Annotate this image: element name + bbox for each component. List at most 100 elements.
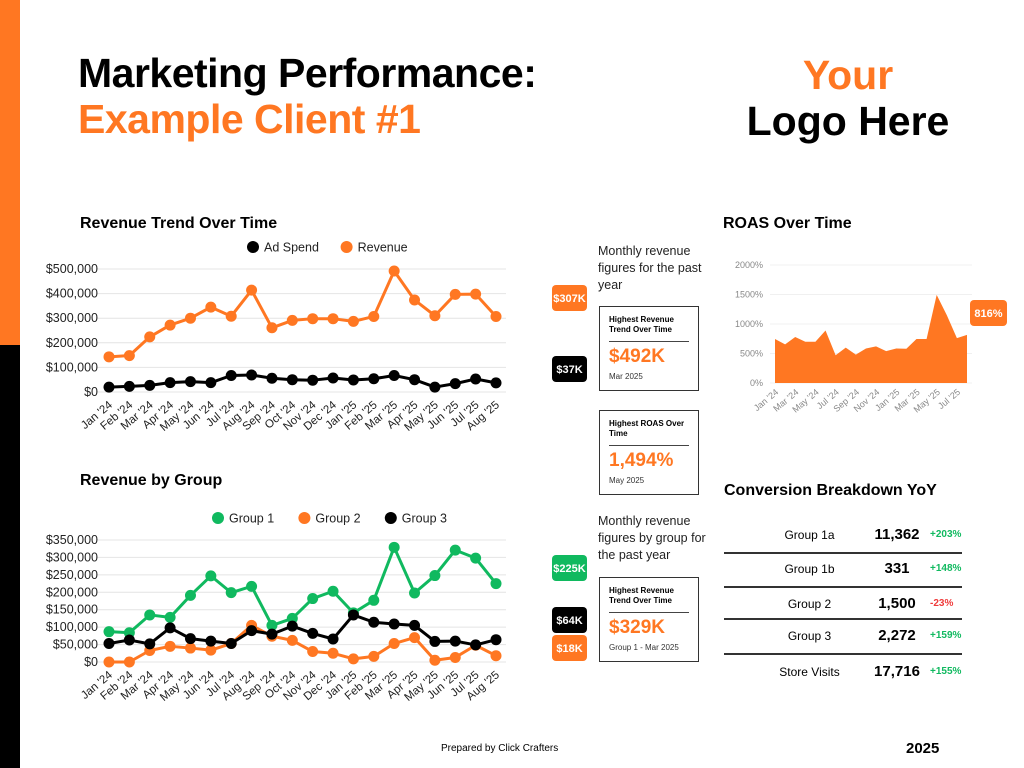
data-point [429, 570, 441, 582]
end-value-label: 816% [974, 308, 1002, 320]
data-point [307, 627, 319, 639]
y-tick-label: $100,000 [46, 360, 98, 374]
row-divider [724, 653, 962, 655]
data-point [286, 612, 298, 624]
data-point [388, 618, 400, 630]
data-point [164, 377, 176, 389]
row-value: 11,362 [874, 526, 920, 543]
data-point [266, 628, 278, 640]
data-point [368, 594, 380, 606]
data-point [368, 373, 380, 385]
page-subtitle: Example Client #1 [78, 96, 421, 142]
data-point [246, 625, 258, 637]
y-tick-label: $250,000 [46, 568, 98, 582]
data-point [144, 331, 156, 343]
y-tick-label: $200,000 [46, 585, 98, 599]
row-label: Group 2 [787, 597, 832, 611]
legend-marker [384, 512, 397, 524]
data-point [164, 611, 176, 623]
data-point [388, 265, 400, 277]
data-point [429, 310, 441, 322]
data-point [205, 644, 217, 656]
data-point [144, 638, 156, 650]
data-point [246, 369, 258, 381]
data-point [347, 315, 359, 327]
data-point [184, 376, 196, 388]
data-point [123, 350, 135, 362]
data-point [164, 319, 176, 331]
row-value: 1,500 [878, 595, 916, 612]
group-note: Monthly revenue figures by group for the… [598, 514, 706, 562]
data-point [103, 626, 115, 638]
data-point [449, 378, 461, 390]
highest-roas-box: Highest ROAS Over Time 1,494% May 2025 [599, 410, 699, 495]
data-point [225, 370, 237, 382]
conversion-title: Conversion Breakdown YoY [724, 482, 937, 499]
data-point [347, 374, 359, 386]
legend-marker [340, 241, 353, 253]
data-point [490, 310, 502, 322]
data-point [103, 351, 115, 363]
conversion-row: Store Visits 17,716 +155% [722, 655, 964, 689]
box-title: Highest ROAS Over Time [609, 419, 689, 446]
data-point [388, 370, 400, 382]
data-point [449, 651, 461, 663]
box-title: Highest Revenue Trend Over Time [609, 315, 689, 342]
data-point [307, 313, 319, 325]
data-point [368, 616, 380, 628]
data-point [347, 653, 359, 665]
row-change: +203% [930, 529, 962, 540]
data-point [184, 633, 196, 645]
data-point [347, 609, 359, 621]
y-tick-label: $50,000 [53, 638, 98, 652]
box-subtitle: May 2025 [609, 476, 645, 485]
data-point [103, 638, 115, 650]
x-tick-label: Jul '25 [936, 387, 962, 411]
data-point [368, 310, 380, 322]
data-point [327, 647, 339, 659]
end-value-badge [552, 635, 587, 661]
revenue-by-group-title: Revenue by Group [80, 472, 223, 489]
accent-strip-black [0, 345, 20, 768]
data-point [490, 377, 502, 389]
revenue-trend-title: Revenue Trend Over Time [80, 215, 278, 232]
end-value-label: $307K [553, 293, 585, 305]
legend-label: Group 3 [402, 512, 447, 526]
data-point [449, 544, 461, 556]
row-divider [724, 552, 962, 554]
data-point [205, 570, 217, 582]
box-title: Highest Revenue Trend Over Time [609, 586, 689, 613]
data-point [246, 580, 258, 592]
data-point [164, 622, 176, 634]
row-change: +148% [930, 563, 962, 574]
y-tick-label: $500,000 [46, 262, 98, 276]
row-label: Store Visits [779, 665, 840, 679]
legend-marker [298, 512, 311, 524]
y-tick-label: 1500% [735, 290, 763, 300]
end-value-label: $225K [553, 563, 585, 575]
y-tick-label: 0% [750, 378, 763, 388]
data-point [409, 587, 421, 599]
revenue-note: Monthly revenue figures for the past yea… [598, 244, 702, 292]
row-value: 2,272 [878, 627, 916, 644]
data-point [286, 314, 298, 326]
data-point [429, 635, 441, 647]
data-point [470, 288, 482, 300]
y-tick-label: $100,000 [46, 620, 98, 634]
data-point [123, 634, 135, 646]
data-point [327, 585, 339, 597]
conversion-row: Group 1b 331 +148% [722, 552, 964, 586]
data-point [225, 310, 237, 322]
data-point [449, 288, 461, 300]
logo-placeholder-line2: Logo Here [746, 98, 950, 144]
data-point [225, 638, 237, 650]
row-label: Group 1a [784, 528, 835, 542]
row-value: 331 [884, 560, 910, 577]
data-point [205, 635, 217, 647]
roas-title: ROAS Over Time [723, 215, 852, 232]
data-point [246, 284, 258, 296]
data-point [327, 372, 339, 384]
data-point [307, 646, 319, 658]
end-value-badge [552, 285, 587, 311]
box-subtitle: Group 1 - Mar 2025 [609, 643, 679, 652]
